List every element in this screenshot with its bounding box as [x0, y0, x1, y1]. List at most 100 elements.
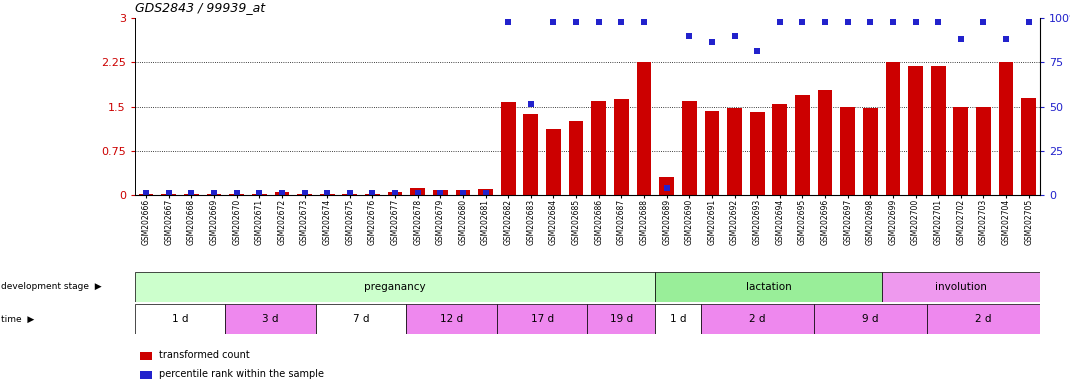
Text: 7 d: 7 d [353, 314, 369, 324]
Bar [814, 304, 927, 334]
Point [703, 38, 720, 45]
Text: transformed count: transformed count [159, 350, 250, 360]
Bar [773, 104, 788, 195]
Point [183, 190, 200, 196]
Point [725, 33, 743, 39]
Bar [750, 113, 764, 195]
Bar [184, 194, 199, 195]
Bar [1022, 98, 1036, 195]
Bar [456, 190, 471, 195]
Text: 1 d: 1 d [670, 314, 686, 324]
Bar [496, 304, 587, 334]
Bar [701, 304, 814, 334]
Point [545, 19, 562, 25]
Bar [251, 194, 266, 195]
Bar [998, 62, 1013, 195]
Point [749, 48, 766, 54]
Bar [728, 108, 742, 195]
Bar [229, 194, 244, 195]
Bar [407, 304, 496, 334]
Text: GDS2843 / 99939_at: GDS2843 / 99939_at [135, 1, 265, 14]
Point [432, 190, 449, 196]
Point [364, 190, 381, 196]
Bar [704, 111, 719, 195]
Text: 17 d: 17 d [531, 314, 554, 324]
Text: 19 d: 19 d [610, 314, 633, 324]
Point [386, 190, 403, 196]
Point [636, 19, 653, 25]
Bar [162, 194, 177, 195]
Bar [953, 107, 968, 195]
Bar [569, 121, 583, 195]
Bar [655, 272, 882, 302]
Bar [387, 192, 402, 195]
Point [771, 19, 789, 25]
Point [591, 19, 608, 25]
Bar [320, 194, 335, 195]
Text: 1 d: 1 d [172, 314, 188, 324]
Bar [863, 108, 877, 195]
Bar [840, 107, 855, 195]
Point [455, 190, 472, 196]
Point [816, 19, 834, 25]
Bar [614, 99, 629, 195]
Point [907, 19, 924, 25]
Bar [135, 272, 655, 302]
Point [567, 19, 584, 25]
Point [794, 19, 811, 25]
Text: 2 d: 2 d [975, 314, 992, 324]
Bar [655, 304, 701, 334]
Bar [478, 189, 493, 195]
Text: development stage  ▶: development stage ▶ [1, 282, 102, 291]
Point [250, 190, 268, 196]
Bar [659, 177, 674, 195]
Bar [546, 129, 561, 195]
Bar [342, 194, 357, 195]
Point [409, 190, 426, 196]
Bar [592, 101, 606, 195]
Bar [501, 103, 516, 195]
Text: 3 d: 3 d [262, 314, 279, 324]
Bar [139, 194, 153, 195]
Text: 12 d: 12 d [440, 314, 463, 324]
Point [975, 19, 992, 25]
Bar [882, 272, 1040, 302]
Bar [411, 188, 425, 195]
Text: percentile rank within the sample: percentile rank within the sample [159, 369, 324, 379]
Bar [523, 114, 538, 195]
Point [341, 190, 358, 196]
Bar [135, 304, 226, 334]
Bar [976, 107, 991, 195]
Text: preganancy: preganancy [364, 282, 426, 292]
Bar [297, 194, 311, 195]
Text: time  ▶: time ▶ [1, 314, 34, 324]
Point [228, 190, 245, 196]
Point [997, 36, 1014, 42]
Bar [927, 304, 1040, 334]
Text: involution: involution [935, 282, 987, 292]
Bar [908, 66, 923, 195]
Bar [931, 66, 946, 195]
Bar [637, 62, 652, 195]
Point [613, 19, 630, 25]
Point [658, 185, 675, 191]
Bar [795, 95, 810, 195]
Bar [817, 90, 832, 195]
Bar [433, 190, 447, 195]
Point [861, 19, 878, 25]
Text: 9 d: 9 d [862, 314, 878, 324]
Point [319, 190, 336, 196]
Bar [886, 62, 900, 195]
Bar [365, 194, 380, 195]
Text: lactation: lactation [746, 282, 792, 292]
Point [1020, 19, 1037, 25]
Bar [587, 304, 655, 334]
Point [839, 19, 856, 25]
Point [273, 190, 290, 196]
Point [160, 190, 178, 196]
Point [477, 190, 494, 196]
Point [952, 36, 969, 42]
Point [522, 101, 539, 107]
Bar [275, 192, 289, 195]
Bar [316, 304, 407, 334]
